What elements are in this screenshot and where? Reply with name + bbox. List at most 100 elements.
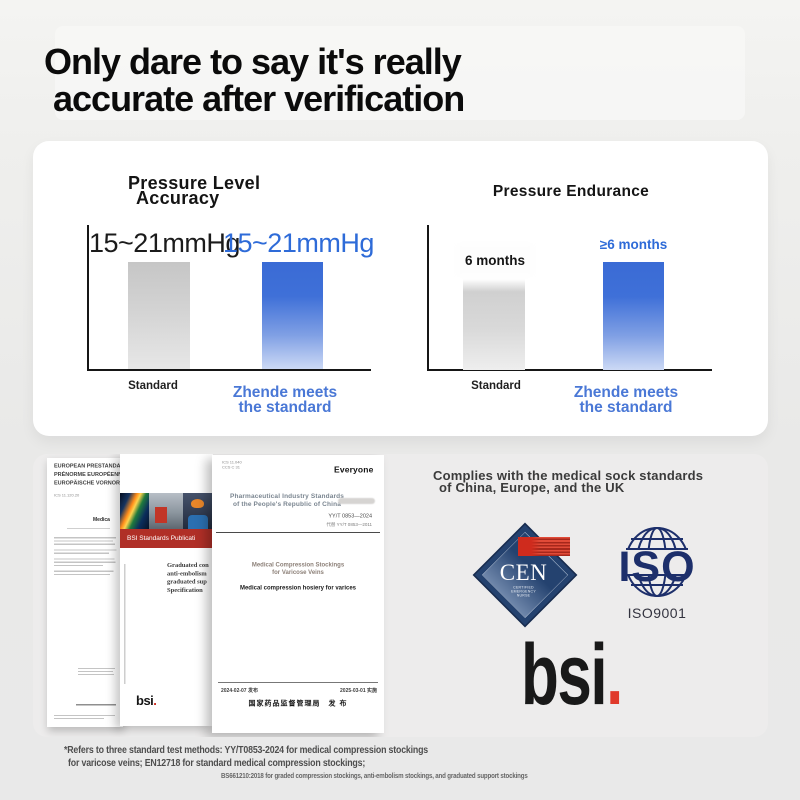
blurred-text-line [78,674,114,675]
right-chart-standard-bar [463,279,525,370]
doc-left-ics: ICS 11.120.20 [54,493,80,498]
right-chart-standard-label: Standard [471,380,521,392]
right-chart-zhende-label-line1: Zhende meets [573,384,679,401]
doc-right-ics-line2: CCS C 31 [222,465,241,470]
doc-right-rule-bottom [218,682,378,683]
left-chart-zhende-label-line2: the standard [238,399,332,416]
right-chart-title: Pressure Endurance [492,183,650,200]
compliance-heading-line1: Complies with the medical sock standards [433,468,704,483]
blurred-text-line [54,558,115,560]
doc-left-title: Medica [93,517,110,523]
doc-right-smudge [338,498,375,504]
doc-right-gray-title-line1: Medical Compression Stockings [251,561,345,568]
doc-right-corner-text: Everyone [334,465,374,475]
doc-left-bold-line [76,704,116,706]
cen-flag-solid [518,537,540,556]
doc-mid-title-line2: anti-embolism [167,569,207,577]
comparison-charts-card: Pressure Level Accuracy 15~21mmHg 15~21m… [33,141,768,436]
left-chart-zhende-label: Zhende meets the standard [215,385,355,416]
doc-right-english-title: Medical compression hosiery for varices [239,584,357,591]
doc-right-ics: ICS 11.040 CCS C 31 [222,460,242,470]
right-chart-x-axis [427,369,712,371]
blurred-text-line [54,564,103,566]
document-yyt-standard: ICS 11.040 CCS C 31 Everyone Pharmaceuti… [212,455,384,733]
left-chart-standard-label: Standard [128,380,178,392]
cen-logo-text: CEN [499,559,548,586]
blurred-text-line [54,570,114,572]
doc-right-issuer: 国家药品监督管理局 发 布 [248,699,348,707]
right-chart-zhende-label-line2: the standard [579,399,673,416]
footnote-line2: for varicose veins; EN12718 for standard… [68,758,366,769]
left-chart-title-line1: Pressure Level [128,173,261,193]
doc-left-header-line3: EUROPÄISCHE VORNORM [54,480,123,486]
cen-sub-line3: NURSE [516,594,531,598]
doc-right-issue-date: 2024-02-07 发布 [221,688,258,694]
bsi-logo-red-dot: . [606,627,623,723]
left-chart-title: Pressure Level Accuracy [128,173,261,208]
doc-right-ics-line1: ICS 11.040 [222,460,242,465]
left-chart-title-line2: Accuracy [136,188,220,208]
doc-right-standard-number: YY/T 0853—2024 [328,513,372,519]
document-european-prestandard: EUROPEAN PRESTANDARD PRÉNORME EUROPÉENNE… [47,458,123,727]
doc-mid-title-line4: Specification [167,585,203,594]
doc-left-header-line2: PRÉNORME EUROPÉENNE [54,471,123,478]
left-chart-zhende-value: 15~21mmHg [223,228,374,258]
worker-shirt [188,515,208,529]
cen-sub-line1: CERTIFIED [513,586,534,590]
blurred-text-line [54,715,115,716]
compliance-heading: Complies with the medical sock standards… [433,468,704,493]
doc-right-gray-title-line2: for Varicose Veins [272,568,324,576]
right-chart-standard-value: 6 months [464,253,525,268]
doc-right-org-line1: Pharmaceutical Industry Standards [230,492,345,500]
headline-line2: accurate after verification [53,78,465,119]
blurred-text-line [54,718,104,719]
document-bsi-standard: BSI Standards Publicati Graduated con an… [120,454,213,726]
doc-mid-title-line3: graduated sup [167,577,207,586]
iso-logo: ISO [611,526,703,602]
worker-hardhat [191,499,204,508]
headline-line1: Only dare to say it's really [44,41,462,82]
iso-globe-icon [613,527,701,597]
bsi-small-red-dot: . [153,693,157,708]
cen-sub-line2: EMERGENCY [511,590,536,594]
standards-card: EUROPEAN PRESTANDARD PRÉNORME EUROPÉENNE… [33,454,768,737]
doc-mid-title-line1: Graduated con [167,561,209,569]
blurred-text-line [54,549,117,551]
right-chart-y-axis [427,225,429,371]
blurred-text-line [54,552,109,554]
right-chart-zhende-value: ≥6 months [599,237,668,252]
doc-right-replaces: 代替 YY/T 0853—2011 [326,522,372,527]
footnote-line1: *Refers to three standard test methods: … [64,745,429,756]
doc-mid-red-band: BSI Standards Publicati [120,529,213,548]
banner-industrial-photo [149,493,183,529]
footnote-line3: BS661210:2018 for graded compression sto… [221,771,528,780]
doc-left-paragraph-lines [54,537,117,577]
blurred-text-line [54,561,116,563]
doc-right-gray-title: Medical Compression Stockings for Varico… [212,561,384,576]
left-chart-standard-bar [128,262,190,369]
doc-mid-band-text: BSI Standards Publicati [127,534,196,542]
doc-mid-bsi-logo: bsi. [136,693,157,709]
iso9001-label: ISO9001 [627,605,687,621]
headline-backdrop [55,26,745,120]
blurred-text-line [54,543,115,545]
bsi-small-text: bsi [136,693,154,708]
doc-right-org: Pharmaceutical Industry Standards of the… [230,492,344,508]
left-chart-standard-value: 15~21mmHg [89,228,240,258]
headline: Only dare to say it's really accurate af… [44,41,465,119]
right-chart-zhende-bar [603,262,664,370]
banner-red-machine [155,507,167,523]
left-chart-x-axis [87,369,371,371]
doc-right-effective-date: 2025-03-01 实施 [340,688,377,694]
doc-left-header: EUROPEAN PRESTANDARD PRÉNORME EUROPÉENNE… [54,462,123,488]
banner-worker-photo [183,493,213,529]
doc-right-rule-top [216,532,380,533]
right-chart-label-patch [457,244,533,276]
blurred-text-line [78,671,113,672]
doc-mid-title: Graduated con anti-embolism graduated su… [167,561,209,594]
doc-left-header-line1: EUROPEAN PRESTANDARD [54,463,123,469]
doc-mid-photo-banner [120,493,213,529]
doc-left-footer-lines [54,715,117,721]
doc-right-org-line2: of the People's Republic of China [233,500,341,508]
